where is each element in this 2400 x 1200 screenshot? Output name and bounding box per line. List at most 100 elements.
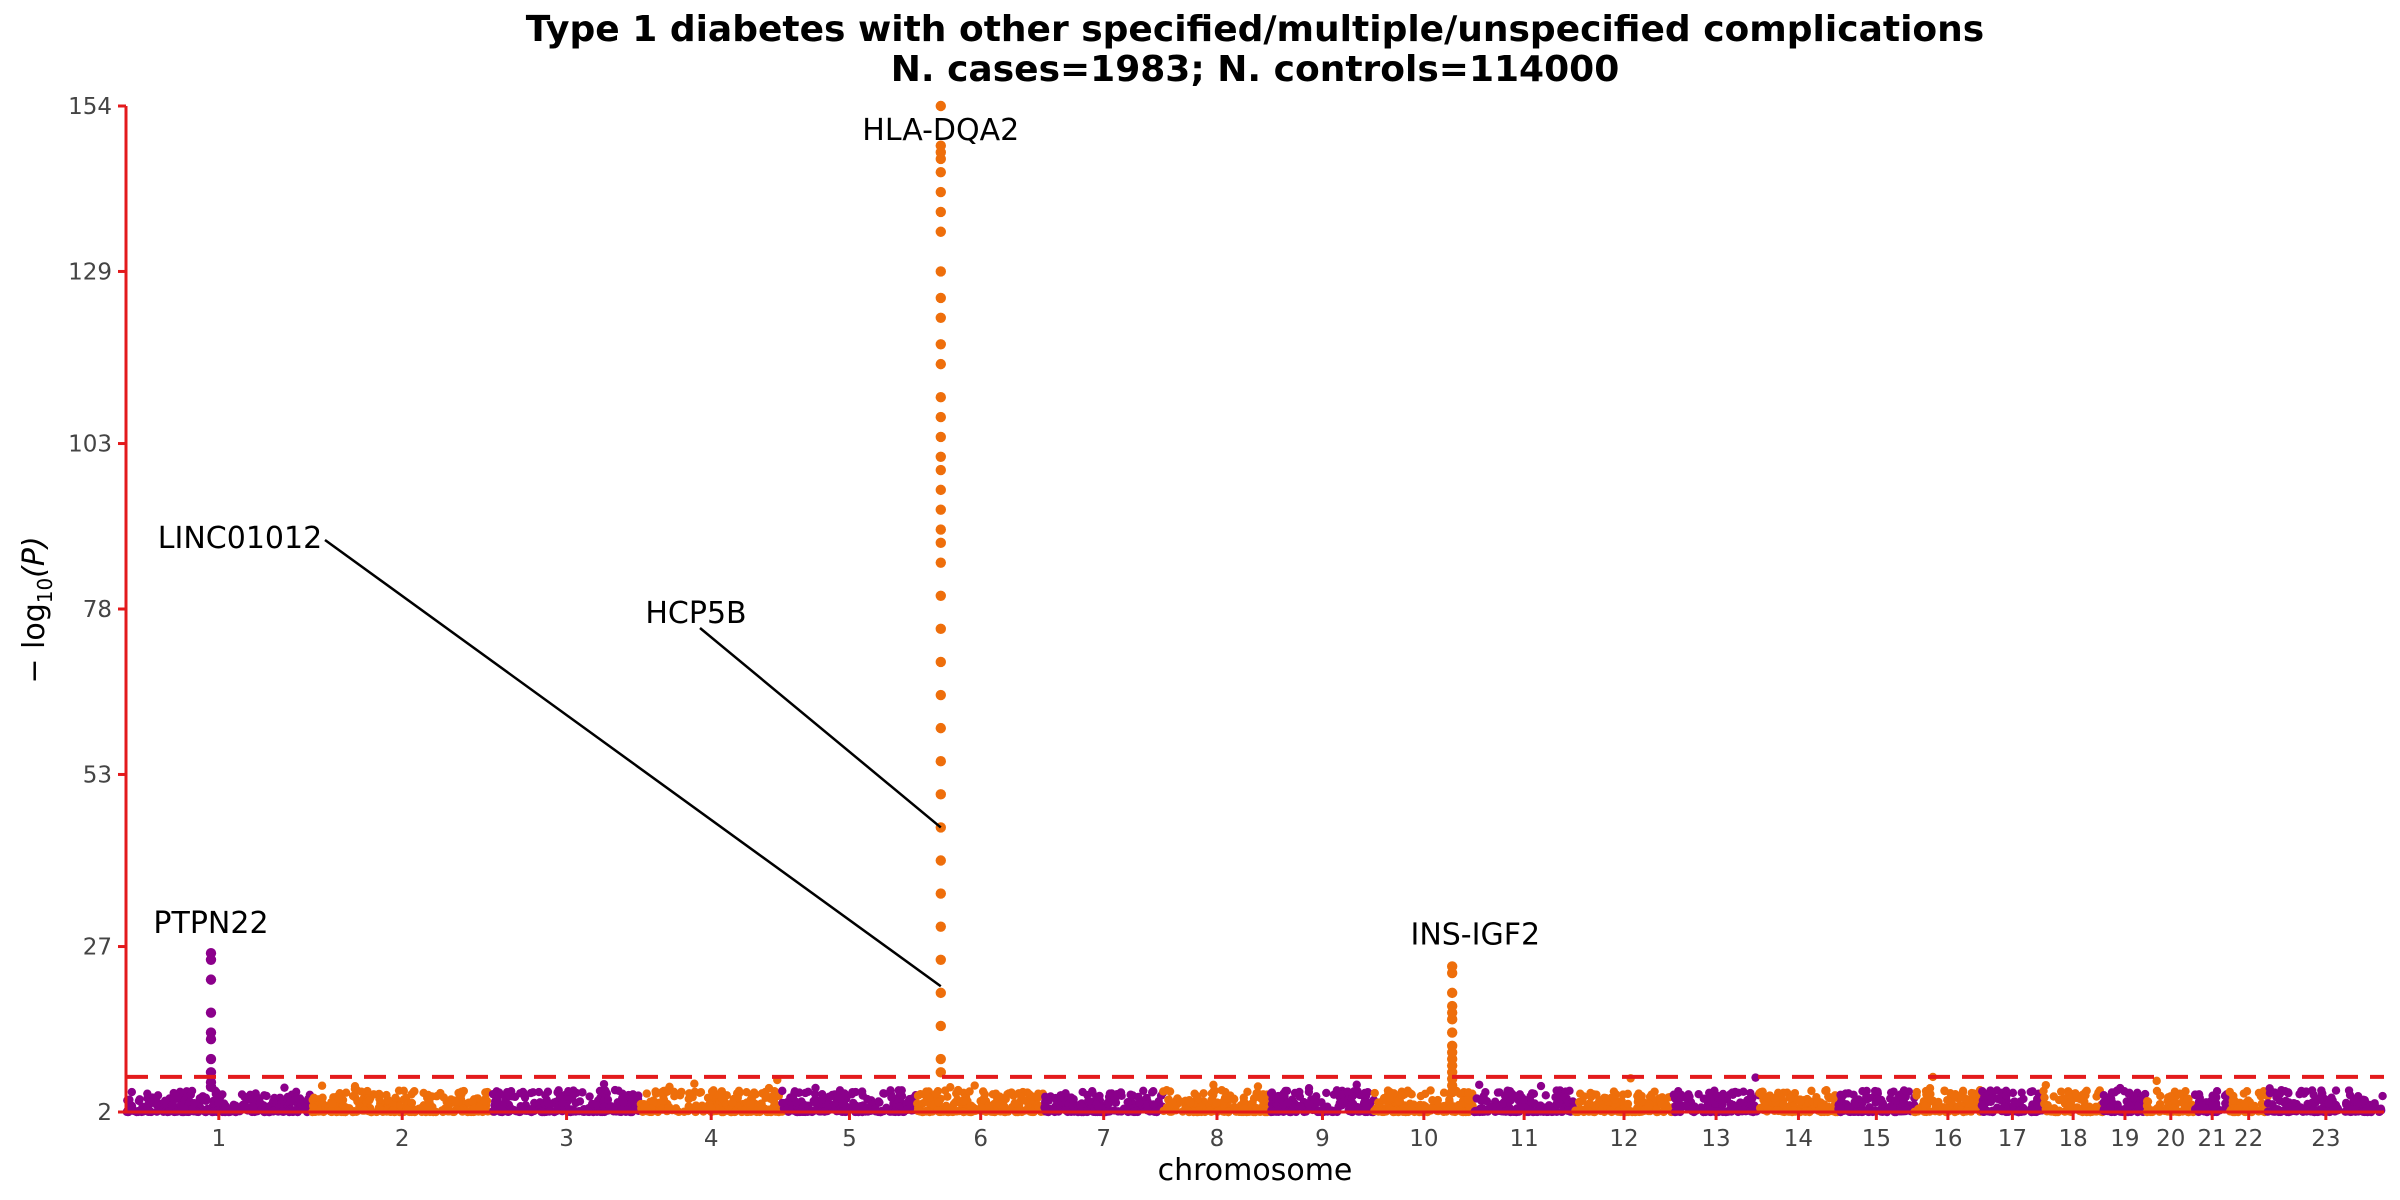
data-point bbox=[2126, 1101, 2135, 1111]
data-point bbox=[1095, 1091, 1104, 1101]
data-point bbox=[934, 1098, 943, 1107]
data-point bbox=[214, 1098, 223, 1107]
data-point bbox=[1463, 1095, 1473, 1104]
gene-label: PTPN22 bbox=[153, 906, 268, 941]
data-point bbox=[1162, 1103, 1172, 1112]
data-point bbox=[642, 1089, 651, 1098]
data-point bbox=[2073, 1103, 2082, 1112]
data-point bbox=[874, 1097, 883, 1106]
data-point bbox=[1688, 1104, 1697, 1113]
data-point bbox=[2015, 1097, 2025, 1106]
data-point bbox=[1094, 1102, 1103, 1112]
data-point bbox=[1363, 1087, 1372, 1097]
data-point bbox=[1281, 1086, 1290, 1096]
data-point bbox=[1525, 1097, 1535, 1106]
data-point bbox=[2212, 1087, 2222, 1096]
data-point bbox=[1934, 1097, 1943, 1107]
data-point bbox=[959, 1096, 968, 1106]
data-point bbox=[309, 1093, 319, 1103]
peak-point bbox=[935, 1053, 946, 1065]
peak-point bbox=[205, 974, 217, 985]
data-point bbox=[530, 1098, 539, 1108]
data-point bbox=[468, 1097, 477, 1106]
y-tick-label: 78 bbox=[83, 597, 112, 623]
data-point bbox=[1657, 1100, 1667, 1109]
peak-point bbox=[205, 1027, 217, 1038]
data-point bbox=[1961, 1094, 1970, 1103]
y-axis-label-subscript: 10 bbox=[33, 578, 57, 603]
data-point bbox=[1304, 1100, 1314, 1109]
peak-chromosome-6 bbox=[935, 100, 946, 1078]
peak-point bbox=[205, 1067, 217, 1078]
data-point bbox=[1016, 1092, 1026, 1101]
data-point bbox=[1889, 1087, 1898, 1096]
data-point bbox=[2056, 1087, 2066, 1096]
gene-label: HLA-DQA2 bbox=[862, 113, 1019, 148]
y-tick-label: 27 bbox=[83, 935, 112, 961]
x-tick-label: 15 bbox=[1862, 1126, 1891, 1152]
data-point bbox=[2242, 1087, 2252, 1096]
data-point bbox=[1943, 1095, 1952, 1105]
x-tick-label: 6 bbox=[973, 1126, 988, 1152]
data-point bbox=[1075, 1100, 1085, 1109]
data-point bbox=[849, 1098, 858, 1108]
peak-point bbox=[935, 339, 946, 350]
data-point bbox=[334, 1094, 343, 1104]
data-point bbox=[1568, 1097, 1578, 1106]
data-point bbox=[792, 1097, 801, 1107]
data-point bbox=[817, 1095, 826, 1105]
y-tick-label: 103 bbox=[68, 432, 112, 458]
data-point bbox=[1004, 1089, 1014, 1098]
x-tick-label: 23 bbox=[2311, 1126, 2340, 1152]
x-tick-label: 19 bbox=[2110, 1126, 2139, 1152]
data-point bbox=[2228, 1096, 2237, 1105]
peak-point bbox=[935, 100, 946, 112]
data-point bbox=[941, 1086, 950, 1095]
data-point bbox=[786, 1093, 795, 1102]
data-point bbox=[603, 1095, 613, 1104]
y-axis-label-prefix: − log bbox=[17, 603, 52, 683]
data-point bbox=[168, 1100, 178, 1110]
data-point bbox=[1010, 1099, 1019, 1108]
data-point bbox=[931, 1089, 941, 1099]
data-point bbox=[1210, 1086, 1220, 1095]
data-point bbox=[1704, 1088, 1714, 1098]
data-point bbox=[534, 1087, 544, 1097]
peak-point bbox=[935, 888, 946, 899]
data-point bbox=[1541, 1091, 1551, 1100]
data-point bbox=[895, 1090, 904, 1099]
data-point bbox=[2136, 1096, 2145, 1105]
data-point bbox=[2331, 1086, 2341, 1095]
data-point bbox=[1503, 1086, 1512, 1095]
data-point bbox=[280, 1083, 289, 1092]
data-point bbox=[425, 1098, 434, 1108]
data-point bbox=[749, 1088, 759, 1097]
peak-point bbox=[935, 484, 946, 496]
x-tick-label: 1 bbox=[211, 1126, 226, 1152]
y-axis-label: − log10(P) bbox=[17, 536, 57, 683]
data-point bbox=[1817, 1101, 1827, 1111]
peak-point bbox=[935, 722, 946, 734]
data-point bbox=[270, 1093, 279, 1103]
data-point bbox=[1610, 1095, 1620, 1104]
peak-point bbox=[935, 226, 946, 237]
gene-label: LINC01012 bbox=[158, 521, 322, 556]
data-point bbox=[662, 1086, 671, 1095]
data-point bbox=[988, 1090, 998, 1099]
peak-point bbox=[935, 140, 946, 151]
data-point bbox=[825, 1092, 834, 1101]
data-point bbox=[1922, 1090, 1931, 1099]
peak-point bbox=[935, 186, 946, 198]
y-axis-ticks: 2 27 53 78 103 129 154 bbox=[68, 94, 126, 1126]
data-point bbox=[2233, 1104, 2243, 1113]
data-point bbox=[543, 1087, 553, 1096]
chromosome-21-points bbox=[2190, 1087, 2234, 1117]
data-point bbox=[1439, 1088, 1449, 1097]
data-point bbox=[1229, 1095, 1239, 1104]
data-point bbox=[457, 1087, 466, 1096]
data-point bbox=[2370, 1099, 2379, 1108]
data-point bbox=[564, 1086, 573, 1096]
data-point bbox=[1912, 1087, 1922, 1097]
y-tick-label: 129 bbox=[68, 259, 112, 285]
